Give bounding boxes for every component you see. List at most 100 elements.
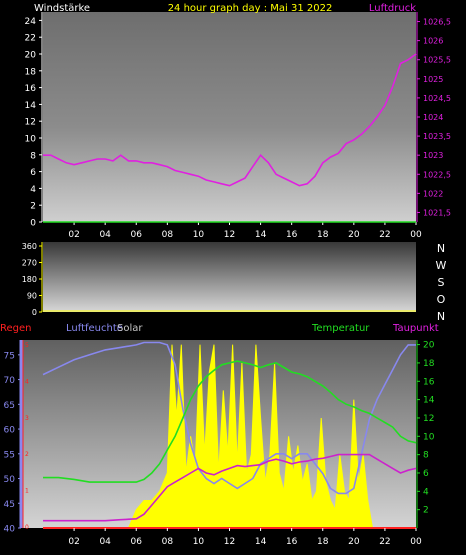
rain-tick-label: 1	[25, 488, 29, 495]
bottom-x-tick-label: 04	[99, 537, 111, 547]
temperature-label: Temperatur	[311, 323, 370, 334]
middle-left-tick-label: 360	[22, 242, 37, 251]
top-left-label: Windstärke	[34, 3, 90, 14]
top-right-tick-label: 1023,5	[423, 132, 451, 141]
series-temperatur	[43, 360, 417, 483]
series-taupunkt	[43, 453, 417, 522]
temperature-tick-label: 12	[423, 414, 434, 424]
bottom-left-axis: 40 45 50 55 60 65 70 75	[4, 340, 23, 535]
top-right-axis: 1021,5 1022 1022,5 1023 1023,5 1024 1024,5 1025…	[416, 12, 451, 222]
bottom-rain-axis: 0 1 2 3 4 5	[22, 340, 29, 531]
top-left-tick-label: 0	[30, 219, 36, 229]
humidity-tick-label: 65	[4, 401, 15, 411]
humidity-tick-label: 70	[4, 376, 16, 386]
top-panel-background	[43, 12, 416, 222]
middle-left-tick-label: 270	[22, 259, 37, 268]
top-x-tick-label: 06	[131, 230, 143, 240]
top-x-tick-label: 22	[379, 230, 390, 240]
humidity-tick-label: 60	[4, 426, 16, 436]
top-right-tick-label: 1023	[423, 151, 443, 160]
bottom-x-tick-label: 10	[193, 537, 205, 547]
bottom-x-tick-label: 20	[348, 537, 360, 547]
humidity-label: Luftfeuchte	[66, 323, 123, 334]
top-x-tick-label: 18	[317, 230, 329, 240]
top-left-tick-label: 22	[25, 34, 36, 44]
top-right-tick-label: 1025,5	[423, 56, 451, 65]
top-left-tick-label: 6	[30, 168, 36, 178]
bottom-right-axis: 2 4 6 8 10 12 14 16 18 20	[416, 340, 435, 528]
temperature-tick-label: 20	[423, 341, 435, 351]
rain-tick-label: 5	[25, 342, 29, 349]
temperature-tick-label: 4	[423, 487, 429, 497]
top-right-tick-label: 1021,5	[423, 208, 451, 217]
top-right-tick-label: 1022,5	[423, 170, 451, 179]
humidity-tick-label: 45	[4, 500, 15, 510]
top-x-tick-label: 12	[224, 230, 235, 240]
top-right-tick-label: 1022	[423, 189, 443, 198]
top-left-tick-label: 24	[25, 17, 37, 27]
top-left-tick-label: 20	[25, 51, 37, 61]
bottom-x-tick-label: 00	[410, 537, 422, 547]
bottom-x-tick-label: 18	[317, 537, 329, 547]
wind-direction-label: N	[437, 310, 445, 323]
top-right-label: Luftdruck	[369, 3, 416, 14]
solar-area	[43, 344, 416, 529]
middle-left-tick-label: 180	[22, 275, 37, 284]
top-x-tick-label: 00	[410, 230, 422, 240]
top-x-tick-label: 14	[255, 230, 267, 240]
temperature-tick-label: 16	[423, 377, 435, 387]
rain-tick-label: 3	[25, 415, 29, 422]
top-right-tick-label: 1024	[423, 113, 443, 122]
humidity-tick-label: 40	[4, 525, 16, 535]
rain-tick-label: 4	[25, 378, 29, 385]
top-left-tick-label: 14	[25, 101, 37, 111]
wind-direction-label: N	[437, 242, 445, 255]
middle-left-axis: 0 90 180 270 360	[22, 242, 416, 317]
top-right-tick-label: 1025	[423, 75, 443, 84]
top-left-tick-label: 4	[30, 185, 36, 195]
top-left-tick-label: 2	[30, 202, 36, 212]
top-left-tick-label: 10	[25, 135, 37, 145]
top-right-tick-label: 1024,5	[423, 94, 451, 103]
temperature-tick-label: 8	[423, 451, 429, 461]
bottom-x-tick-label: 16	[286, 537, 298, 547]
dewpoint-label: Taupunkt	[392, 323, 439, 334]
top-x-axis: 02 04 06 08 10 12 14 16 18 20 22 00	[68, 222, 422, 240]
top-x-tick-label: 10	[193, 230, 205, 240]
humidity-tick-label: 55	[4, 450, 15, 460]
top-x-tick-label: 16	[286, 230, 298, 240]
top-series	[43, 53, 417, 223]
humidity-tick-label: 75	[4, 351, 15, 361]
middle-left-tick-label: 0	[32, 308, 37, 317]
top-left-tick-label: 8	[30, 151, 36, 161]
top-right-tick-label: 1026	[423, 37, 443, 46]
temperature-tick-label: 2	[423, 506, 429, 516]
top-left-tick-label: 18	[25, 67, 37, 77]
temperature-tick-label: 6	[423, 469, 429, 479]
bottom-x-tick-label: 22	[379, 537, 390, 547]
top-left-tick-label: 16	[25, 84, 37, 94]
bottom-x-tick-label: 14	[255, 537, 267, 547]
humidity-tick-label: 50	[4, 475, 16, 485]
bottom-x-axis: 02 04 06 08 10 12 14 16 18 20 22 00	[68, 528, 422, 547]
rain-tick-label: 0	[25, 524, 29, 531]
temperature-tick-label: 18	[423, 359, 435, 369]
chart-title: 24 hour graph day : Mai 31 2022	[168, 3, 333, 14]
wind-direction-label: S	[438, 276, 445, 289]
solar-label: Solar	[117, 323, 143, 334]
bottom-x-tick-label: 12	[224, 537, 235, 547]
middle-left-tick-label: 90	[27, 292, 37, 301]
bottom-x-tick-label: 08	[162, 537, 174, 547]
rain-label: Regen	[0, 323, 32, 334]
top-x-tick-label: 04	[99, 230, 111, 240]
top-left-tick-label: 12	[25, 118, 36, 128]
top-x-tick-label: 02	[68, 230, 79, 240]
top-right-tick-label: 1026,5	[423, 18, 451, 27]
middle-panel-background	[43, 242, 416, 312]
wind-direction-label: O	[437, 293, 446, 306]
bottom-x-tick-label: 02	[68, 537, 79, 547]
temperature-tick-label: 14	[423, 396, 435, 406]
